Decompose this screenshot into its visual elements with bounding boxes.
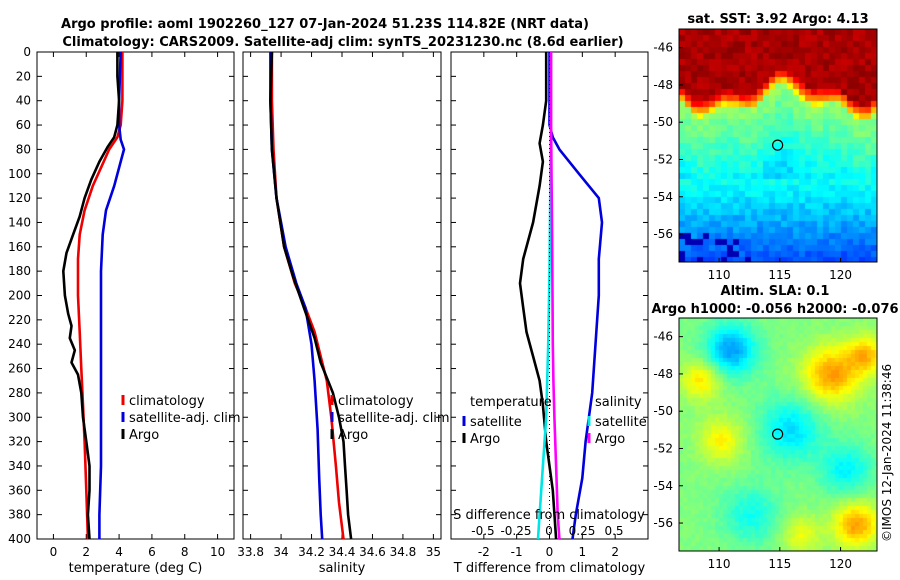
x-tick-label: 34.6 <box>359 545 386 559</box>
s-tick-label: -0.25 <box>500 524 531 538</box>
y-tick-label: 300 <box>8 410 31 424</box>
x-tick-label: 0 <box>546 545 554 559</box>
legend-label: Argo <box>470 432 500 447</box>
y-tick-label: 140 <box>8 215 31 229</box>
y-tick-label: 340 <box>8 459 31 473</box>
legend-label: Argo <box>338 428 368 443</box>
s-axis-label: S difference from climatology <box>453 508 645 523</box>
legend-title-salinity: salinity <box>595 395 642 410</box>
legend-label: Argo <box>595 432 625 447</box>
series-temperature-argo <box>518 52 558 540</box>
x-tick-label: 8 <box>181 545 189 559</box>
x-tick-label: -2 <box>478 545 490 559</box>
s-tick-label: 0 <box>545 524 553 538</box>
y-tick-label: 220 <box>8 313 31 327</box>
y-tick-label: 20 <box>16 69 31 83</box>
x-tick-label: 4 <box>115 545 123 559</box>
x-tick-label: 1 <box>579 545 587 559</box>
x-tick-label: 0 <box>50 545 58 559</box>
legend-label: Argo <box>129 428 159 443</box>
y-tick-label: 80 <box>16 142 31 156</box>
x-tick-label: 34.4 <box>329 545 356 559</box>
series-climatology <box>270 52 345 540</box>
legend-label: satellite <box>595 415 647 430</box>
temperature-profile-xlabel: temperature (deg C) <box>69 561 203 576</box>
x-tick-label: 34.8 <box>390 545 417 559</box>
salinity-panel: 33.8 34 34.2 34.4 34.6 34.8 35 salinity climatol… <box>237 51 450 576</box>
x-tick-label: 2 <box>611 545 619 559</box>
legend-label: climatology <box>338 394 414 409</box>
sst-heatmap <box>679 29 877 262</box>
y-tick-label: 180 <box>8 264 31 278</box>
series-salinity-argo <box>549 52 561 540</box>
y-tick-label: 40 <box>16 94 31 108</box>
salinity-profile-frame <box>242 51 442 540</box>
salinity-profile-xlabel: salinity <box>319 561 366 576</box>
x-tick-label: 6 <box>148 545 156 559</box>
x-tick-label: 33.8 <box>237 545 264 559</box>
y-tick-label: 360 <box>8 483 31 497</box>
legend-title-temperature: temperature <box>470 395 552 410</box>
x-tick-label: -1 <box>511 545 523 559</box>
x-tick-label: 2 <box>82 545 90 559</box>
s-tick-label: -0.5 <box>471 524 494 538</box>
series-argo <box>61 52 121 540</box>
legend-label: satellite <box>470 415 522 430</box>
series-satellite-adj-clim <box>98 51 126 539</box>
y-tick-label: 380 <box>8 508 31 522</box>
s-tick-label: 0.25 <box>569 524 596 538</box>
timestamp: ©IMOS 12-Jan-2024 11:38:46 <box>880 364 894 542</box>
temperature-panel: 0 2 4 6 8 10020406080100120140160180200220240… <box>8 45 241 576</box>
y-tick-label: 320 <box>8 435 31 449</box>
y-tick-label: 100 <box>8 167 31 181</box>
x-tick-label: 34 <box>273 545 288 559</box>
y-tick-label: 200 <box>8 289 31 303</box>
s-tick-label: 0.5 <box>604 524 623 538</box>
series-argo <box>269 51 353 540</box>
legend-label: climatology <box>129 394 205 409</box>
y-tick-label: 160 <box>8 240 31 254</box>
y-tick-label: 120 <box>8 191 31 205</box>
figure-title-line1: Argo profile: aoml 1902260_127 07-Jan-20… <box>61 17 589 32</box>
y-tick-label: 280 <box>8 386 31 400</box>
difference-panel: -2 -1 0 1 2 T difference from climatology S di… <box>450 51 649 576</box>
sla-heatmap <box>679 318 877 551</box>
difference-profile-xlabel: T difference from climatology <box>453 561 646 576</box>
x-tick-label: 35 <box>426 545 441 559</box>
temperature-profile-frame <box>36 51 235 540</box>
legend-label: satellite-adj. clim <box>129 411 241 426</box>
y-tick-label: 240 <box>8 337 31 351</box>
figure-title-line2: Climatology: CARS2009. Satellite-adj cli… <box>62 35 623 50</box>
x-tick-label: 10 <box>210 545 225 559</box>
y-tick-label: 260 <box>8 362 31 376</box>
y-tick-label: 0 <box>23 45 31 59</box>
legend-label: satellite-adj. clim <box>338 411 450 426</box>
y-tick-label: 400 <box>8 532 31 546</box>
y-tick-label: 60 <box>16 118 31 132</box>
x-tick-label: 34.2 <box>298 545 325 559</box>
